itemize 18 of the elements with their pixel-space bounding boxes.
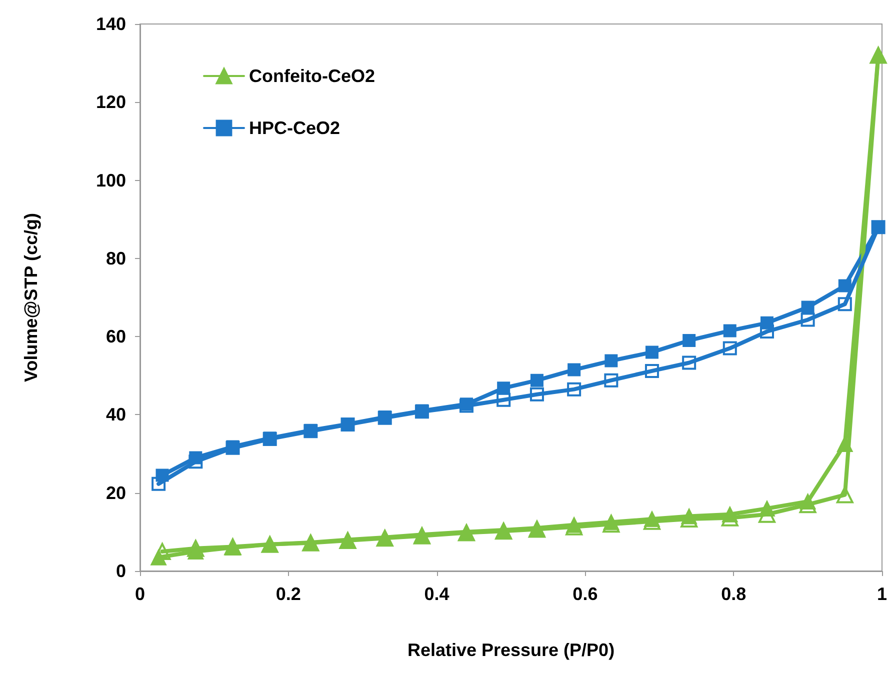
x-axis-title: Relative Pressure (P/P0) xyxy=(407,640,615,660)
x-tick-label: 0.4 xyxy=(424,584,450,604)
y-tick-label: 20 xyxy=(106,482,126,503)
legend-label: Confeito-CeO2 xyxy=(249,66,375,86)
y-axis-title: Volume@STP (cc/g) xyxy=(21,213,41,382)
x-tick-label: 0.6 xyxy=(572,584,598,604)
y-tick-label: 40 xyxy=(106,404,126,425)
y-tick-label: 80 xyxy=(106,248,126,268)
y-tick-label: 120 xyxy=(96,92,126,112)
x-tick-label: 0.8 xyxy=(721,584,746,604)
x-tick-label: 0 xyxy=(134,584,146,604)
y-tick-label: 140 xyxy=(96,14,126,34)
y-tick-label: 100 xyxy=(96,170,126,190)
legend-label: HPC-CeO2 xyxy=(249,118,340,138)
y-tick-label: 60 xyxy=(106,326,126,347)
x-tick-label: 1 xyxy=(876,584,888,604)
y-tick-label: 0 xyxy=(116,561,126,581)
x-tick-label: 0.2 xyxy=(276,584,301,604)
